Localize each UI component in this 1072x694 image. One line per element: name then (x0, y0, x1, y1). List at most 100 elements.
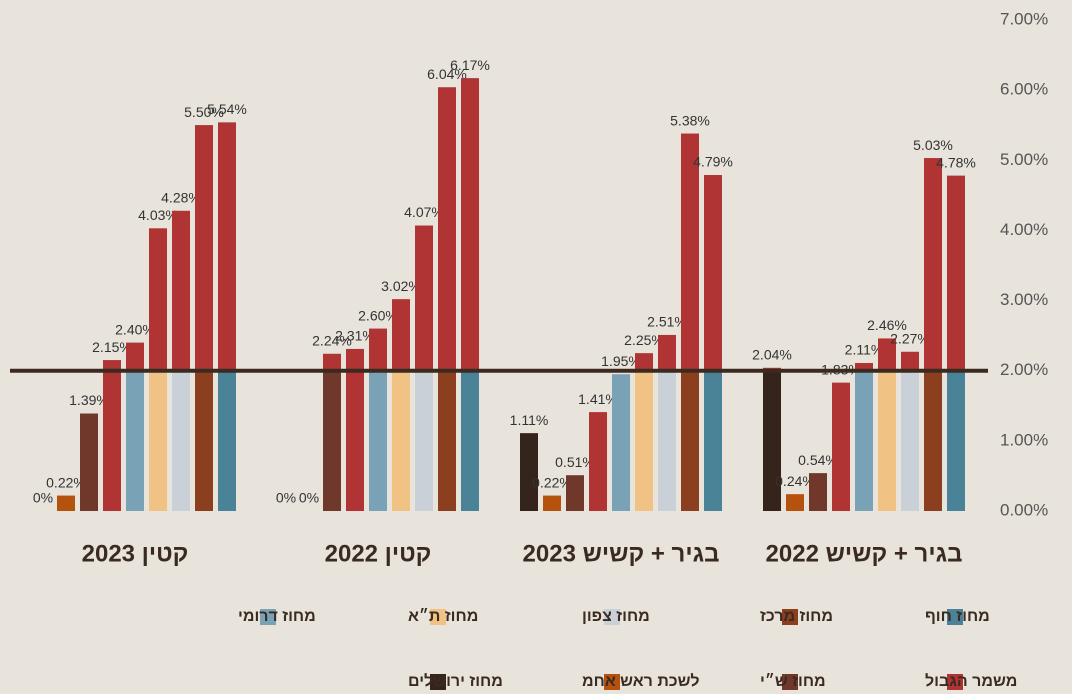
bar (589, 412, 607, 511)
value-label: 0.51% (555, 454, 595, 470)
legend-swatch (947, 609, 963, 625)
bar-highlight (901, 351, 919, 371)
value-label: 2.24% (312, 333, 352, 349)
bar-highlight (346, 348, 364, 371)
bar (809, 473, 827, 511)
value-label: 2.31% (335, 328, 375, 344)
value-label: 4.03% (138, 207, 178, 223)
value-label: 2.11% (845, 342, 884, 358)
legend-swatch (947, 674, 963, 690)
bar (520, 433, 538, 511)
y-tick-label: 5.00% (1000, 150, 1048, 169)
bar (323, 353, 341, 511)
value-label: 4.78% (936, 154, 976, 170)
bar-highlight (103, 360, 121, 371)
value-label: 2.27% (890, 330, 930, 346)
legend-label: משמר הגבול (925, 672, 1017, 690)
legend-swatch (260, 609, 276, 625)
value-label: 0.24% (775, 473, 815, 489)
bar-highlight (681, 133, 699, 371)
legend-label: מחוז דרומי (238, 608, 316, 625)
value-label: 5.03% (913, 137, 953, 153)
value-label: 3.02% (381, 278, 421, 294)
value-label: 4.79% (693, 154, 733, 170)
bar (369, 328, 387, 511)
value-label: 2.60% (358, 307, 398, 323)
legend-swatch (782, 609, 798, 625)
bar (103, 360, 121, 511)
bar-highlight (704, 175, 722, 371)
value-label: 2.40% (115, 321, 155, 337)
legend-swatch (604, 609, 620, 625)
y-tick-label: 0.00% (1000, 500, 1048, 519)
bar (763, 367, 781, 511)
bar (57, 495, 75, 511)
value-label: 0% (276, 490, 296, 506)
value-label: 6.04% (427, 66, 467, 82)
value-label: 0% (299, 490, 319, 506)
bar-highlight (369, 328, 387, 371)
bar (855, 362, 873, 511)
category-label: בגיר + קשיש 2022 (766, 540, 963, 567)
bar-highlight (218, 122, 236, 371)
value-label: 5.38% (670, 112, 710, 128)
bar-highlight (323, 353, 341, 371)
legend-label: מחוז ש״י (760, 673, 826, 690)
bar-highlight (878, 338, 896, 371)
bar (346, 348, 364, 511)
bar-highlight (635, 353, 653, 371)
category-label: בגיר + קשיש 2023 (523, 540, 720, 567)
bar (612, 374, 630, 511)
legend-label: מחוז צפון (582, 608, 650, 625)
value-label: 1.11% (510, 412, 549, 428)
value-label: 0% (33, 490, 53, 506)
category-label: קטין 2023 (82, 540, 189, 567)
legend-label: מחוז מרכז (760, 608, 833, 625)
y-tick-label: 1.00% (1000, 430, 1048, 449)
legend-swatch (430, 674, 446, 690)
y-tick-label: 7.00% (1000, 9, 1048, 28)
legend-swatch (430, 609, 446, 625)
bar (658, 334, 676, 511)
value-label: 1.95% (601, 353, 641, 369)
legend-swatch (782, 674, 798, 690)
bar (878, 338, 896, 511)
value-label: 5.54% (207, 101, 247, 117)
legend-label: מחוז חוף (925, 608, 990, 625)
bar-highlight (126, 342, 144, 371)
legend-label: לשכת ראש אחמ (582, 672, 700, 690)
value-label: 2.46% (867, 317, 907, 333)
bar (635, 353, 653, 511)
value-label: 2.51% (647, 314, 687, 330)
y-tick-label: 2.00% (1000, 360, 1048, 379)
value-label: 2.04% (752, 347, 792, 363)
bar (566, 475, 584, 511)
y-tick-label: 6.00% (1000, 80, 1048, 99)
bar-highlight (172, 210, 190, 371)
value-label: 2.25% (624, 332, 664, 348)
bar (901, 351, 919, 511)
bar (543, 495, 561, 511)
y-tick-label: 3.00% (1000, 290, 1048, 309)
bar-highlight (461, 78, 479, 371)
value-label: 0.54% (798, 452, 838, 468)
value-label: 6.17% (450, 57, 490, 73)
value-label: 1.39% (69, 392, 109, 408)
legend-label: מחוז ירושלים (408, 672, 503, 690)
bar (80, 413, 98, 511)
value-label: 4.07% (404, 204, 444, 220)
value-label: 0.22% (46, 474, 86, 490)
legend-swatch (604, 674, 620, 690)
value-label: 4.28% (161, 189, 201, 205)
value-label: 5.50% (184, 104, 224, 120)
bar-highlight (855, 362, 873, 371)
bar-highlight (924, 158, 942, 371)
category-label: קטין 2022 (325, 540, 432, 567)
bar-highlight (947, 175, 965, 371)
value-label: 2.15% (92, 339, 132, 355)
bar-highlight (392, 299, 410, 371)
value-label: 0.22% (532, 474, 572, 490)
bar (832, 382, 850, 511)
bar-highlight (658, 334, 676, 371)
